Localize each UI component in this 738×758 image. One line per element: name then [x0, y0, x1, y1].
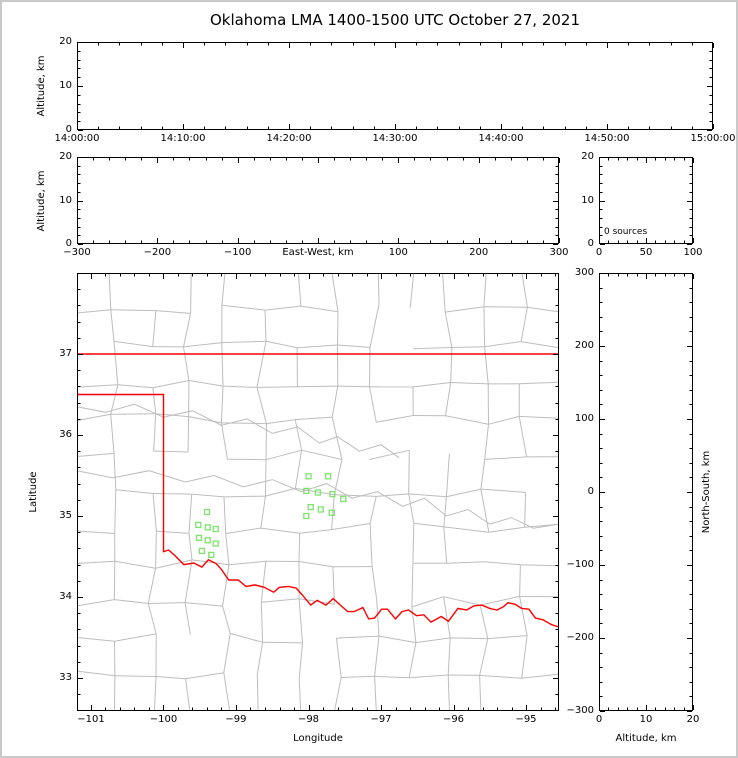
x-tick-label: −100: [149, 714, 178, 725]
x-tick-label: 14:40:00: [478, 133, 524, 144]
x-tick-label: 20: [686, 714, 700, 725]
y-tick-label: −300: [566, 705, 594, 716]
station-marker: [195, 534, 203, 542]
y-tick-label: 10: [59, 80, 72, 91]
y-tick-label: 0: [587, 486, 594, 497]
x-tick-label: 300: [549, 247, 569, 258]
x-tick-label: −96: [442, 714, 465, 725]
x-tick-label: 14:30:00: [372, 133, 418, 144]
y-tick-label: 0: [65, 124, 72, 135]
y-tick-label: 20: [59, 151, 72, 162]
x-tick-label: 0: [595, 247, 603, 258]
x-tick-label: −200: [143, 247, 172, 258]
station-marker: [198, 547, 206, 555]
station-marker: [212, 540, 219, 547]
x-tick-label: −95: [515, 714, 537, 725]
x-tick-label: 15:00:00: [690, 133, 736, 144]
station-marker: [329, 490, 336, 498]
x-tick-label: −99: [225, 714, 247, 725]
river-line: [77, 470, 560, 529]
y-tick-label: 33: [59, 672, 72, 684]
y-tick-label: 36: [59, 429, 72, 440]
x-tick-label: 100: [388, 247, 408, 258]
x-tick-label: −97: [370, 714, 392, 725]
x-tick-label: 14:20:00: [266, 133, 312, 144]
panel-alt-ew: [77, 157, 560, 245]
annotation-histogram: 0 sources: [604, 227, 648, 237]
station-marker: [303, 487, 310, 495]
y-axis-title: North-South, km: [701, 450, 712, 534]
y-axis-title: Altitude, km: [36, 55, 47, 117]
x-tick-label: 200: [469, 247, 489, 258]
station-marker: [204, 537, 211, 544]
y-tick-label: 10: [59, 194, 72, 206]
station-marker: [317, 506, 324, 513]
panel-border: [599, 157, 693, 244]
y-tick-label: −200: [566, 632, 594, 643]
x-tick-label: −101: [77, 714, 105, 725]
x-axis-title: Longitude: [293, 733, 343, 744]
figure-title: Oklahoma LMA 1400-1500 UTC October 27, 2…: [209, 11, 581, 29]
station-marker: [212, 525, 219, 533]
panel-histogram: [599, 157, 694, 245]
y-tick-label: 37: [59, 348, 72, 359]
y-tick-label: 200: [574, 340, 594, 351]
station-marker: [314, 489, 322, 496]
station-marker: [195, 521, 202, 529]
station-marker: [305, 473, 312, 480]
station-marker: [303, 512, 310, 520]
y-tick-label: 10: [581, 194, 594, 206]
x-tick-label: −100: [223, 247, 252, 258]
x-tick-label: 10: [639, 714, 653, 725]
x-tick-label: 100: [683, 247, 703, 258]
x-tick-label: 50: [639, 247, 653, 258]
station-marker: [203, 508, 211, 516]
x-tick-label: 14:10:00: [160, 133, 206, 144]
county-lines: [76, 272, 560, 712]
y-tick-label: −100: [566, 559, 594, 570]
station-marker: [208, 551, 215, 559]
y-tick-label: 20: [581, 151, 594, 162]
station-marker: [204, 524, 211, 531]
y-tick-label: 20: [59, 36, 72, 47]
station-marker: [324, 473, 332, 480]
x-tick-label: 14:00:00: [54, 133, 100, 144]
river-line: [77, 403, 400, 459]
panel-border: [77, 273, 559, 711]
state-border-line: [77, 393, 560, 628]
y-tick-label: 0: [65, 238, 72, 249]
station-marker: [340, 495, 347, 503]
panel-border: [599, 273, 693, 711]
x-tick-label: 0: [595, 714, 603, 725]
y-tick-label: 35: [59, 510, 72, 522]
station-marker: [307, 503, 314, 511]
y-axis-title: Latitude: [28, 471, 39, 513]
panel-alt-time: [77, 42, 714, 131]
x-tick-label: 14:50:00: [584, 133, 630, 144]
station-markers: [195, 473, 347, 559]
y-tick-label: 300: [574, 267, 594, 278]
y-tick-label: 100: [574, 413, 594, 424]
x-axis-title: East-West, km: [282, 247, 354, 258]
x-tick-label: −300: [63, 247, 91, 258]
y-tick-label: 34: [59, 591, 72, 603]
panel-border: [77, 42, 713, 130]
station-marker: [328, 509, 335, 516]
x-tick-label: −98: [297, 714, 320, 725]
panel-map: [76, 272, 560, 712]
y-tick-label: 0: [587, 238, 594, 249]
panel-alt-ns: [599, 273, 694, 712]
x-axis-title: Altitude, km: [615, 733, 677, 744]
panel-border: [77, 157, 559, 244]
y-axis-title: Altitude, km: [36, 170, 47, 231]
